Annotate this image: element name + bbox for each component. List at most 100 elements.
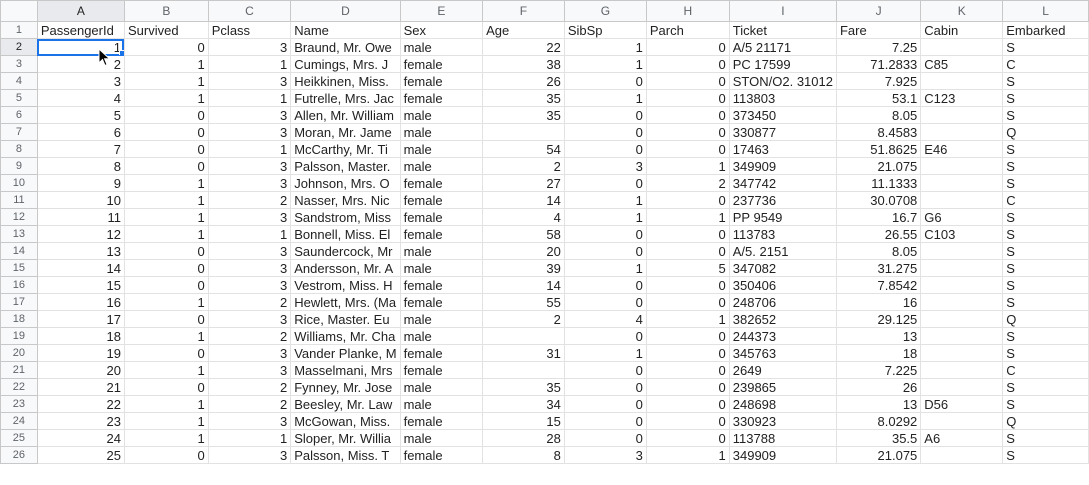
cell-h[interactable]: 0 [645,242,730,260]
cell-g[interactable]: 0 [563,412,647,430]
cell-h[interactable]: 0 [645,344,730,362]
cell-i[interactable]: PC 17599 [728,55,837,73]
cell-i[interactable]: A/5 21171 [728,38,837,56]
cell-f[interactable]: 26 [482,72,565,90]
cell-k[interactable] [920,276,1004,294]
cell-f[interactable]: 38 [482,55,565,73]
cell-f[interactable] [482,327,565,345]
cell-i[interactable]: 248706 [728,293,837,311]
cell-i[interactable]: 350406 [728,276,837,294]
cell-k[interactable] [920,123,1004,141]
cell-a[interactable]: 5 [36,106,125,124]
cell-a[interactable]: 9 [36,174,125,192]
cell-k[interactable] [920,310,1004,328]
cell-f[interactable]: 54 [482,140,565,158]
cell-j[interactable]: 7.25 [835,38,922,56]
cell-h[interactable]: 0 [645,276,730,294]
cell-e[interactable]: male [399,157,484,175]
cell-h[interactable]: 0 [645,395,730,413]
cell-h[interactable]: 0 [645,72,730,90]
cell-f[interactable]: 4 [482,208,565,226]
cell-l[interactable]: Q [1002,310,1089,328]
cell-j[interactable]: 16.7 [835,208,922,226]
cell-b[interactable]: 1 [123,225,209,243]
cell-d[interactable]: Vestrom, Miss. H [290,276,401,294]
cell-h[interactable]: 0 [645,123,730,141]
cell-a[interactable]: 25 [36,446,125,464]
row-header[interactable]: 19 [0,327,38,345]
cell-h[interactable]: 0 [645,106,730,124]
cell-a[interactable]: 14 [36,259,125,277]
cell-e[interactable]: male [399,140,484,158]
cell-l[interactable]: S [1002,225,1089,243]
cell-h[interactable]: 0 [645,38,730,56]
cell-d[interactable]: Saundercock, Mr [290,242,401,260]
cell-f[interactable]: 31 [482,344,565,362]
cell-g[interactable]: 0 [563,276,647,294]
cell-c[interactable]: 3 [207,72,292,90]
cell-b[interactable]: 1 [123,293,209,311]
row-header[interactable]: 5 [0,89,38,107]
cell-k[interactable]: A6 [920,429,1004,447]
cell-k[interactable] [920,191,1004,209]
cell-k[interactable] [920,446,1004,464]
cell-d[interactable]: Johnson, Mrs. O [290,174,401,192]
cell-k[interactable] [920,378,1004,396]
cell-h[interactable]: 0 [645,412,730,430]
cell-b[interactable]: 1 [123,174,209,192]
column-title-cell[interactable]: Name [290,21,401,39]
cell-h[interactable]: 0 [645,225,730,243]
cell-e[interactable]: female [399,412,484,430]
cell-j[interactable]: 29.125 [835,310,922,328]
row-header[interactable]: 17 [0,293,38,311]
cell-j[interactable]: 13 [835,327,922,345]
cell-d[interactable]: Sandstrom, Miss [290,208,401,226]
cell-g[interactable]: 1 [563,208,647,226]
cell-e[interactable]: female [399,55,484,73]
cell-g[interactable]: 0 [563,361,647,379]
row-header[interactable]: 23 [0,395,38,413]
cell-g[interactable]: 0 [563,174,647,192]
column-header-g[interactable]: G [563,0,647,22]
cell-b[interactable]: 0 [123,378,209,396]
cell-g[interactable]: 1 [563,55,647,73]
cell-c[interactable]: 1 [207,89,292,107]
cell-l[interactable]: S [1002,259,1089,277]
cell-c[interactable]: 1 [207,225,292,243]
cell-k[interactable] [920,106,1004,124]
cell-b[interactable]: 1 [123,55,209,73]
cell-h[interactable]: 0 [645,361,730,379]
cell-k[interactable]: C103 [920,225,1004,243]
select-all-corner[interactable] [0,0,38,22]
cell-j[interactable]: 26 [835,378,922,396]
cell-j[interactable]: 16 [835,293,922,311]
cell-a[interactable]: 16 [36,293,125,311]
cell-f[interactable]: 22 [482,38,565,56]
cell-e[interactable]: female [399,208,484,226]
cell-a[interactable]: 4 [36,89,125,107]
row-header[interactable]: 3 [0,55,38,73]
column-title-cell[interactable]: SibSp [563,21,647,39]
cell-l[interactable]: S [1002,276,1089,294]
column-title-cell[interactable]: Embarked [1002,21,1089,39]
cell-b[interactable]: 1 [123,208,209,226]
cell-h[interactable]: 0 [645,55,730,73]
cell-d[interactable]: Futrelle, Mrs. Jac [290,89,401,107]
cell-j[interactable]: 35.5 [835,429,922,447]
cell-c[interactable]: 2 [207,191,292,209]
cell-l[interactable]: S [1002,89,1089,107]
cell-c[interactable]: 2 [207,293,292,311]
cell-f[interactable]: 35 [482,89,565,107]
cell-b[interactable]: 0 [123,276,209,294]
cell-d[interactable]: Palsson, Master. [290,157,401,175]
cell-j[interactable]: 21.075 [835,446,922,464]
cell-a[interactable]: 7 [36,140,125,158]
cell-h[interactable]: 1 [645,208,730,226]
cell-g[interactable]: 1 [563,38,647,56]
cell-k[interactable] [920,174,1004,192]
cell-j[interactable]: 26.55 [835,225,922,243]
cell-d[interactable]: Andersson, Mr. A [290,259,401,277]
cell-h[interactable]: 2 [645,174,730,192]
cell-d[interactable]: Cumings, Mrs. J [290,55,401,73]
cell-g[interactable]: 0 [563,327,647,345]
